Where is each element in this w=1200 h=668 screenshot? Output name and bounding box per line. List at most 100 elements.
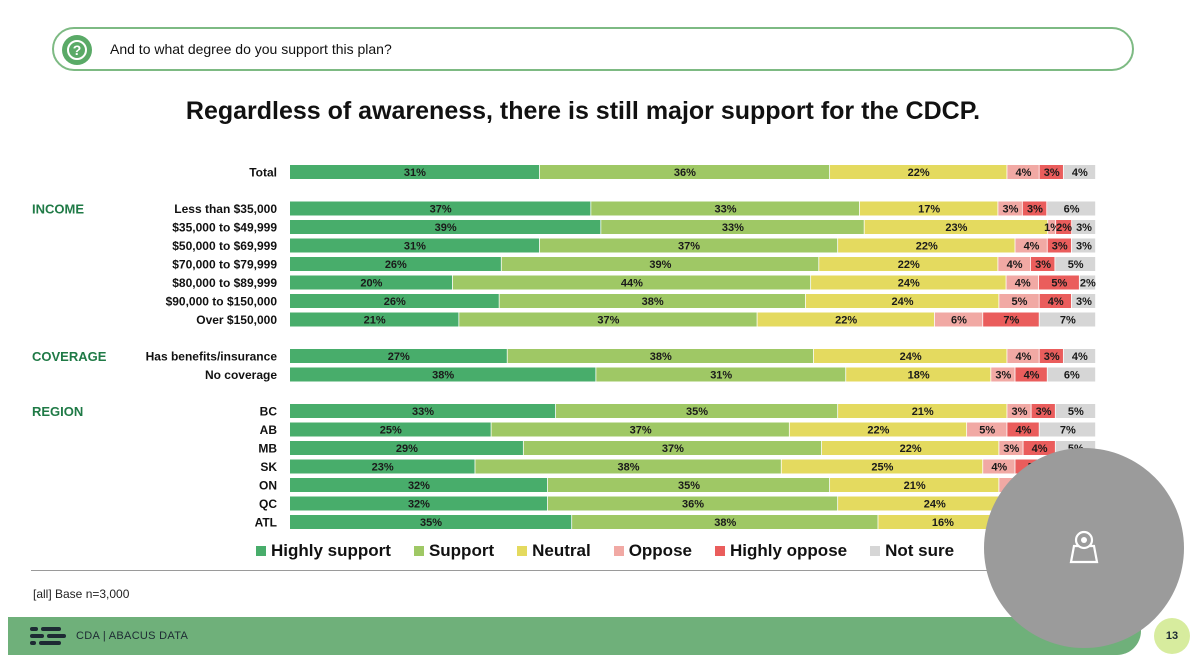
- row-label: $90,000 to $150,000: [166, 295, 278, 309]
- data-label: 24%: [892, 296, 914, 308]
- data-label: 25%: [871, 462, 893, 474]
- legend-item: Highly support: [256, 541, 391, 561]
- data-label: 37%: [597, 315, 619, 327]
- row-label: Has benefits/insurance: [146, 350, 278, 364]
- bar-segment: [991, 367, 1015, 382]
- data-label: 3%: [1036, 406, 1052, 418]
- slide-title: Regardless of awareness, there is still …: [185, 97, 981, 125]
- legend-swatch: [870, 546, 881, 556]
- data-label: 5%: [1051, 278, 1067, 290]
- data-label: 3%: [1003, 443, 1019, 455]
- row-label: $35,000 to $49,999: [172, 221, 277, 235]
- legend-item: Neutral: [517, 541, 591, 561]
- data-label: 3%: [1052, 241, 1068, 253]
- row-label: QC: [259, 497, 277, 511]
- legend-label: Highly support: [271, 541, 391, 560]
- data-label: 21%: [912, 406, 934, 418]
- legend-swatch: [517, 546, 528, 556]
- data-label: 21%: [364, 315, 386, 327]
- data-label: 5%: [1011, 296, 1027, 308]
- bar-segment: [290, 238, 540, 253]
- webcam-icon: [1069, 530, 1099, 564]
- bar-segment: [1007, 422, 1039, 437]
- data-label: 5%: [1068, 259, 1084, 271]
- data-label: 35%: [678, 480, 700, 492]
- bar-segment: [838, 404, 1007, 418]
- data-label: 4%: [991, 462, 1007, 474]
- bar-segment: [1022, 201, 1047, 216]
- bar-segment: [781, 459, 983, 474]
- bar-segment: [1039, 275, 1079, 290]
- data-label: 39%: [649, 259, 671, 271]
- page-number: 13: [1154, 618, 1190, 654]
- bar-segment: [1047, 201, 1096, 216]
- row-label: AB: [260, 423, 278, 437]
- data-label: 4%: [1015, 278, 1031, 290]
- data-label: 23%: [945, 222, 967, 234]
- data-label: 21%: [904, 480, 926, 492]
- bar-segment: [555, 404, 838, 418]
- base-note: [all] Base n=3,000: [33, 587, 130, 601]
- bar-segment: [290, 496, 548, 511]
- question-icon: ?: [62, 35, 92, 65]
- data-label: 38%: [650, 351, 672, 363]
- bar-segment: [1030, 257, 1055, 271]
- data-label: 26%: [384, 296, 406, 308]
- bar-segment: [1039, 165, 1063, 179]
- chart-legend: Highly support Support Neutral Oppose Highly…: [256, 540, 977, 562]
- data-label: 38%: [642, 296, 664, 308]
- bar-segment: [859, 201, 998, 216]
- bar-segment: [523, 441, 822, 455]
- data-label: 3%: [1027, 204, 1043, 216]
- bar-segment: [838, 496, 1031, 511]
- data-label: 22%: [898, 259, 920, 271]
- bar-segment: [846, 367, 991, 382]
- bar-segment: [290, 165, 540, 179]
- bar-segment: [547, 478, 830, 492]
- bar-segment: [290, 441, 523, 455]
- row-label: $80,000 to $89,999: [172, 276, 277, 290]
- data-label: 6%: [1064, 204, 1080, 216]
- bar-segment: [1048, 220, 1056, 234]
- bar-segment: [1056, 220, 1072, 234]
- row-label: No coverage: [205, 368, 277, 382]
- data-label: 31%: [710, 370, 732, 382]
- bar-segment: [864, 220, 1048, 234]
- bar-segment: [1055, 404, 1096, 418]
- bar-segment: [290, 294, 499, 308]
- data-label: 7%: [1060, 425, 1076, 437]
- legend-item: Highly oppose: [714, 541, 847, 561]
- bar-segment: [459, 312, 757, 327]
- bar-segment: [290, 220, 601, 234]
- bar-segment: [1031, 404, 1055, 418]
- legend-swatch: [613, 546, 624, 556]
- question-banner: ? And to what degree do you support this…: [52, 27, 1134, 71]
- bar-segment: [805, 294, 999, 308]
- data-label: 37%: [430, 204, 452, 216]
- data-label: 38%: [432, 370, 454, 382]
- bar-segment: [601, 220, 864, 234]
- bar-segment: [1063, 349, 1096, 363]
- bar-segment: [878, 515, 1007, 529]
- data-label: 4%: [1024, 370, 1040, 382]
- data-label: 3%: [1011, 406, 1027, 418]
- data-label: 37%: [630, 425, 652, 437]
- bar-segment: [1007, 165, 1039, 179]
- bar-segment: [290, 275, 453, 290]
- bar-segment: [1023, 441, 1055, 455]
- data-label: 16%: [932, 517, 954, 529]
- data-label: 3%: [1003, 204, 1019, 216]
- bar-segment: [999, 294, 1039, 308]
- webcam-overlay[interactable]: [984, 448, 1184, 648]
- bar-segment: [1047, 367, 1096, 382]
- legend-label: Not sure: [885, 541, 955, 560]
- bar-segment: [290, 515, 572, 529]
- row-label: SK: [260, 460, 277, 474]
- row-label: Over $150,000: [196, 313, 277, 327]
- legend-swatch: [413, 546, 424, 556]
- bar-segment: [539, 238, 838, 253]
- bar-segment: [1055, 257, 1096, 271]
- stacked-bar-chart: Total 31% 36% 22% 4% 3% 4% INCOME Less than $35,…: [32, 165, 1096, 530]
- data-label: 7%: [1060, 315, 1076, 327]
- bar-segment: [819, 257, 998, 271]
